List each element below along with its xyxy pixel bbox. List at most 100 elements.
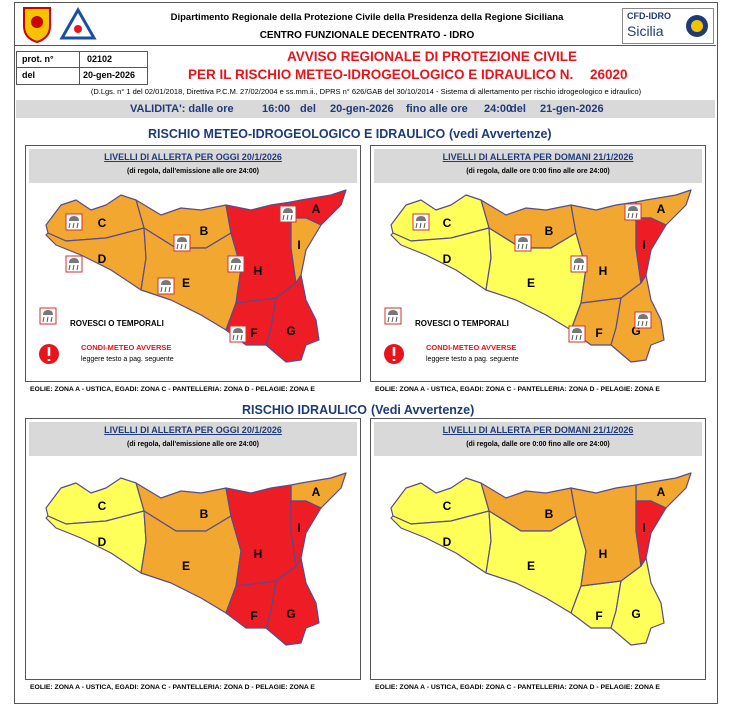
- zone-label: D: [98, 535, 107, 549]
- zone: [635, 217, 667, 284]
- zone-map: A B C D E F G H I: [390, 472, 692, 646]
- panel-subtitle: (di regola, dall'emissione alle ore 24:0…: [127, 168, 259, 175]
- zone-label: A: [657, 485, 666, 499]
- title-number: 26020: [590, 67, 628, 82]
- title-line1: AVVISO REGIONALE DI PROTEZIONE CIVILE: [286, 49, 578, 64]
- zone-label: B: [545, 507, 554, 521]
- storm-cloud: [574, 258, 584, 263]
- start-del: del: [300, 103, 316, 115]
- panel-header: [374, 422, 702, 456]
- storm-rain: [230, 264, 241, 271]
- zone-label: E: [182, 276, 190, 290]
- storm-rain: [387, 316, 398, 323]
- validity-label: VALIDITA': dalle ore: [130, 103, 234, 115]
- protocol-rule: [17, 67, 147, 68]
- storm-cloud: [628, 206, 638, 211]
- zone-label: C: [443, 499, 452, 513]
- zone-label: A: [657, 202, 666, 216]
- storm-cloud: [518, 237, 528, 242]
- zone-label: G: [631, 607, 640, 621]
- zone-label: I: [642, 238, 645, 252]
- cfd-logo: CFD-IDRO Sicilia: [622, 8, 714, 44]
- protocol-rule: [79, 52, 80, 84]
- alert-panel: LIVELLI DI ALLERTA PER OGGI 20/1/2026 (di…: [25, 418, 361, 680]
- start-date: 20-gen-2026: [330, 103, 394, 115]
- storm-rain: [68, 264, 79, 271]
- legend-note: leggere testo a pag. seguente: [81, 356, 174, 363]
- logo-top: CFD-IDRO: [627, 11, 671, 21]
- zone-label: D: [443, 535, 452, 549]
- alert-panel: LIVELLI DI ALLERTA PER OGGI 20/1/2026 (di…: [25, 145, 361, 382]
- zone-label: I: [642, 521, 645, 535]
- zone-label: C: [98, 499, 107, 513]
- panel-header: [374, 149, 702, 183]
- zone-label: I: [297, 238, 300, 252]
- start-time: 16:00: [262, 103, 291, 115]
- zone-label: H: [254, 264, 263, 278]
- logo-bottom: Sicilia: [627, 23, 664, 39]
- storm-rain: [160, 286, 171, 293]
- logo-emblem: [686, 15, 708, 37]
- storm-rain: [627, 212, 638, 219]
- panel-header: [29, 149, 357, 183]
- zone-label: H: [599, 547, 608, 561]
- panel-header: [29, 422, 357, 456]
- panel-subtitle: (di regola, dall'emissione alle ore 24:0…: [127, 441, 259, 448]
- zone-label: G: [286, 607, 295, 621]
- zone-label: F: [250, 326, 257, 340]
- validity-bar: VALIDITA': dalle ore 16:00 del 20-gen-20…: [16, 100, 715, 118]
- panel-footer: EOLIE: ZONA A - USTICA, EGADI: ZONA C - …: [30, 684, 315, 691]
- date-label: del: [22, 70, 36, 80]
- storm-cloud: [231, 258, 241, 263]
- storm-rain: [282, 214, 293, 221]
- end-time: 24:00: [484, 103, 513, 115]
- panel-title: LIVELLI DI ALLERTA PER DOMANI 21/1/2026: [442, 425, 634, 435]
- section-note: (vedi Avvertenze): [449, 127, 552, 141]
- storm-cloud: [416, 216, 426, 221]
- storm-cloud: [233, 328, 243, 333]
- zone-label: E: [182, 559, 190, 573]
- legend-adverse: CONDI-METEO AVVERSE: [426, 343, 516, 352]
- zone: [290, 500, 322, 567]
- protocol-label: prot. n°: [22, 54, 54, 64]
- storm-rain: [68, 222, 79, 229]
- section-note: (Vedi Avvertenze): [371, 403, 475, 417]
- storm-cloud: [638, 314, 648, 319]
- storm-rain: [573, 264, 584, 271]
- alert-panel: LIVELLI DI ALLERTA PER DOMANI 21/1/2026 (…: [370, 145, 706, 382]
- storm-cloud: [177, 237, 187, 242]
- panel-title: LIVELLI DI ALLERTA PER OGGI 20/1/2026: [104, 425, 282, 435]
- storm-rain: [232, 334, 243, 341]
- storm-cloud: [69, 258, 79, 263]
- zone-map: A B C D E F G H I ROVESCI O TEMPORALI CONDI-METEO …: [39, 189, 347, 364]
- protocol-date: 20-gen-2026: [83, 70, 136, 80]
- centre: CENTRO FUNZIONALE DECENTRATO - IDRO: [259, 30, 475, 41]
- zone-label: B: [200, 507, 209, 521]
- zone-label: H: [254, 547, 263, 561]
- zone: [635, 500, 667, 567]
- zone-label: B: [200, 224, 209, 238]
- storm-cloud: [572, 328, 582, 333]
- zone-label: D: [443, 252, 452, 266]
- header-logos: [23, 6, 97, 44]
- zone-label: C: [443, 216, 452, 230]
- panel-footer: EOLIE: ZONA A - USTICA, EGADI: ZONA C - …: [375, 684, 660, 691]
- zone-label: F: [250, 609, 257, 623]
- legend-adverse: CONDI-METEO AVVERSE: [81, 343, 171, 352]
- panel-subtitle: (di regola, dalle ore 0:00 fino alle ore…: [466, 441, 610, 448]
- zone-map: A B C D E F G H I ROVESCI O TEMPORALI CONDI-METEO …: [384, 189, 692, 364]
- panel-title: LIVELLI DI ALLERTA PER DOMANI 21/1/2026: [442, 152, 634, 162]
- storm-rain: [637, 320, 648, 327]
- storm-rain: [415, 222, 426, 229]
- alert-panel: LIVELLI DI ALLERTA PER DOMANI 21/1/2026 (…: [370, 418, 706, 680]
- storm-rain: [517, 243, 528, 250]
- panel-footer: EOLIE: ZONA A - USTICA, EGADI: ZONA C - …: [375, 386, 660, 393]
- section-title: RISCHIO IDRAULICO: [242, 403, 367, 417]
- zone-label: I: [297, 521, 300, 535]
- legal-note: (D.Lgs. n° 1 del 02/01/2018, Direttiva P…: [90, 87, 642, 96]
- title-line2: PER IL RISCHIO METEO-IDROGEOLOGICO E IDR…: [188, 67, 574, 82]
- zone-label: E: [527, 559, 535, 573]
- storm-cloud: [161, 280, 171, 285]
- storm-cloud: [43, 310, 53, 315]
- section-title: RISCHIO METEO-IDROGEOLOGICO E IDRAULICO: [148, 127, 446, 141]
